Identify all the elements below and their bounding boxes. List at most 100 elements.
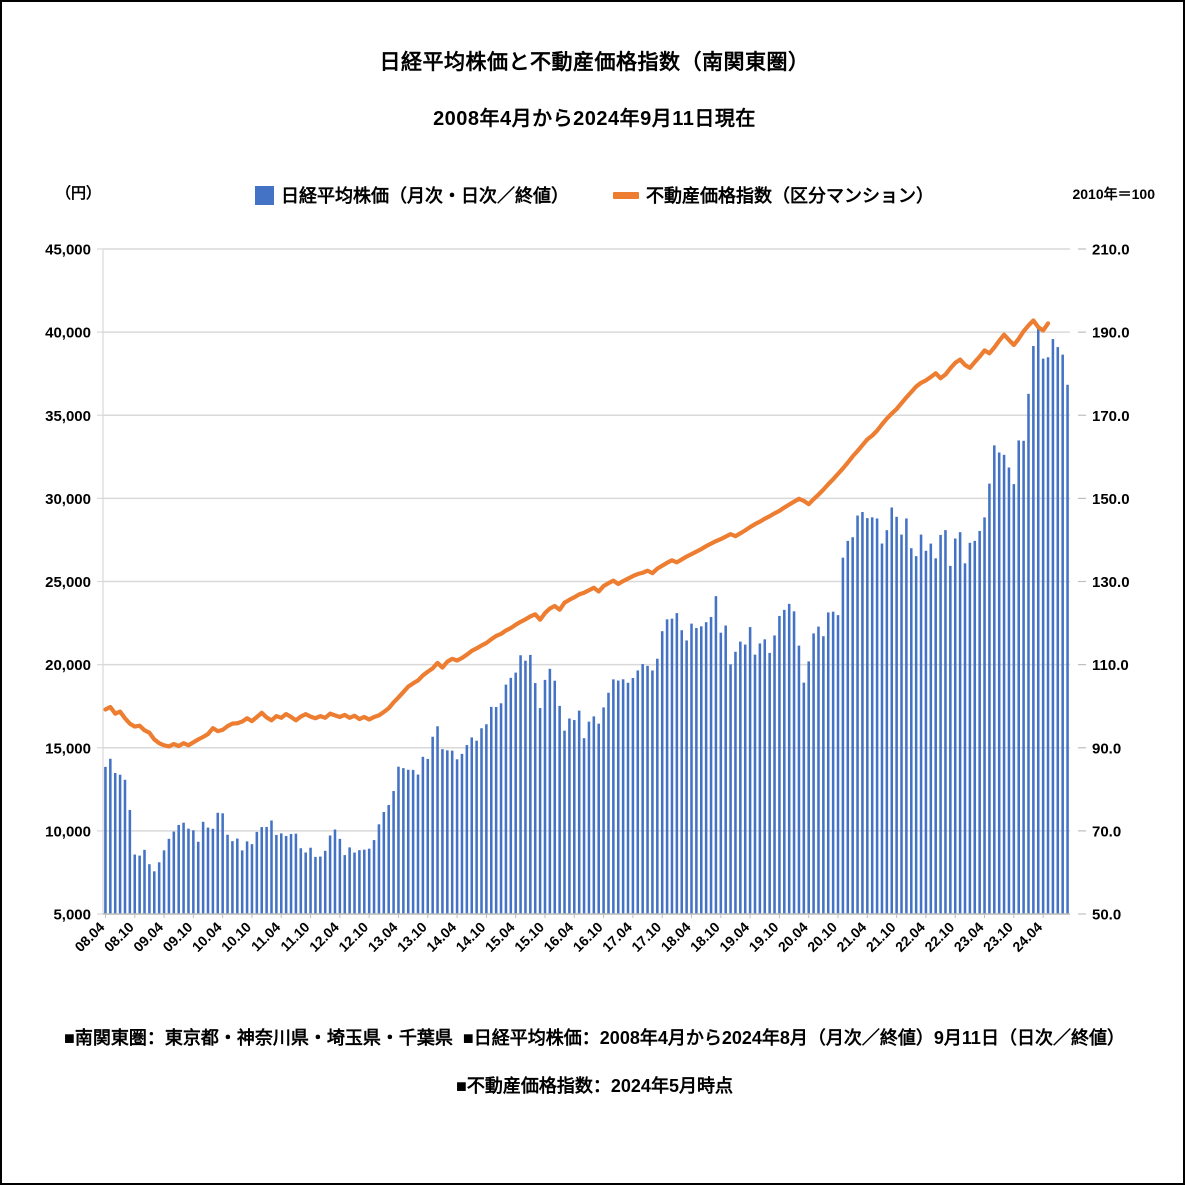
x-axis-tick: 15.04 bbox=[482, 919, 518, 955]
bar bbox=[836, 615, 840, 914]
bar bbox=[402, 768, 405, 914]
bar bbox=[192, 830, 195, 914]
left-axis-unit-label: （円） bbox=[56, 185, 102, 202]
bar bbox=[455, 759, 459, 914]
bar bbox=[436, 726, 439, 914]
bar bbox=[265, 826, 268, 914]
bar bbox=[905, 518, 908, 914]
x-axis-tick: 11.04 bbox=[248, 919, 284, 955]
bar bbox=[866, 518, 869, 914]
bar bbox=[485, 724, 488, 914]
x-axis-tick: 13.04 bbox=[364, 919, 400, 955]
right-axis-tick: 70.0 bbox=[1092, 823, 1121, 840]
x-axis-tick: 08.10 bbox=[101, 919, 137, 955]
bar bbox=[910, 548, 913, 914]
left-axis-tick: 45,000 bbox=[45, 242, 91, 259]
bar bbox=[211, 828, 215, 914]
bar bbox=[1022, 440, 1025, 914]
bar bbox=[783, 609, 786, 914]
bar bbox=[875, 518, 879, 914]
bar bbox=[499, 703, 503, 914]
x-axis-tick: 09.10 bbox=[159, 919, 195, 955]
bar bbox=[255, 831, 259, 914]
page-subtitle: 2008年4月から2024年9月11日現在 bbox=[433, 108, 756, 130]
right-axis-tick: 110.0 bbox=[1092, 657, 1129, 674]
right-axis-tick: 150.0 bbox=[1092, 491, 1130, 508]
right-axis-tick: 190.0 bbox=[1092, 325, 1130, 342]
bar bbox=[963, 563, 967, 914]
bar bbox=[797, 645, 801, 914]
bar bbox=[656, 658, 659, 914]
bar bbox=[519, 655, 522, 914]
right-axis-unit-label: 2010年＝100 bbox=[1072, 186, 1155, 202]
bar bbox=[343, 855, 347, 914]
bar bbox=[880, 543, 884, 914]
bar bbox=[245, 841, 249, 914]
bar bbox=[416, 774, 420, 914]
x-axis-tick: 22.10 bbox=[921, 919, 957, 955]
bar bbox=[279, 833, 283, 914]
bar bbox=[924, 550, 928, 914]
bar bbox=[768, 652, 771, 914]
bar bbox=[861, 512, 864, 914]
bar bbox=[1041, 358, 1045, 914]
bar bbox=[206, 827, 210, 914]
bar bbox=[338, 838, 342, 914]
bar bbox=[612, 679, 615, 914]
bar bbox=[236, 838, 239, 914]
x-axis-tick: 08.04 bbox=[71, 919, 107, 955]
bar bbox=[641, 664, 644, 914]
bar bbox=[319, 856, 322, 914]
bar bbox=[1051, 339, 1055, 914]
bar bbox=[734, 651, 737, 914]
bar bbox=[406, 769, 410, 914]
footnote-region: ■南関東圏：東京都・神奈川県・埼玉県・千葉県 bbox=[64, 1028, 453, 1048]
left-axis-tick: 40,000 bbox=[45, 325, 91, 342]
bar bbox=[431, 736, 434, 914]
bar bbox=[475, 740, 478, 914]
bar bbox=[533, 683, 537, 914]
bar bbox=[577, 710, 581, 914]
bar bbox=[1027, 393, 1030, 914]
bar bbox=[729, 664, 732, 914]
bar bbox=[724, 625, 727, 914]
bar bbox=[953, 538, 957, 914]
bar bbox=[348, 847, 351, 914]
right-axis-tick: 50.0 bbox=[1092, 907, 1121, 924]
bar bbox=[177, 824, 180, 914]
x-axis-tick: 12.04 bbox=[306, 919, 342, 955]
bar bbox=[890, 507, 894, 914]
bar bbox=[529, 654, 532, 914]
bar bbox=[143, 849, 146, 914]
bar bbox=[260, 827, 263, 914]
bar bbox=[934, 558, 937, 914]
bar bbox=[753, 654, 757, 914]
bar bbox=[1007, 467, 1011, 914]
bar bbox=[773, 635, 776, 914]
bar bbox=[553, 680, 557, 914]
bar bbox=[372, 840, 376, 914]
bar bbox=[231, 841, 234, 914]
bar bbox=[392, 791, 395, 914]
bar bbox=[426, 758, 430, 914]
bar bbox=[104, 766, 107, 914]
bar bbox=[851, 537, 854, 914]
bar bbox=[704, 622, 708, 914]
left-axis-tick: 15,000 bbox=[45, 740, 91, 757]
x-axis-tick: 10.10 bbox=[218, 919, 254, 955]
bar bbox=[309, 847, 312, 914]
bar bbox=[367, 848, 371, 914]
right-axis-tick: 170.0 bbox=[1092, 408, 1130, 425]
bar bbox=[216, 812, 220, 914]
bar bbox=[358, 850, 361, 914]
x-axis-tick: 16.10 bbox=[570, 919, 606, 955]
bar bbox=[172, 831, 176, 914]
bar bbox=[607, 692, 610, 914]
bar bbox=[314, 856, 317, 914]
bar bbox=[494, 707, 498, 914]
bar bbox=[304, 852, 307, 914]
x-axis-tick: 19.04 bbox=[716, 919, 752, 955]
bar bbox=[1061, 354, 1064, 914]
bar bbox=[123, 779, 127, 914]
bar bbox=[626, 682, 630, 914]
